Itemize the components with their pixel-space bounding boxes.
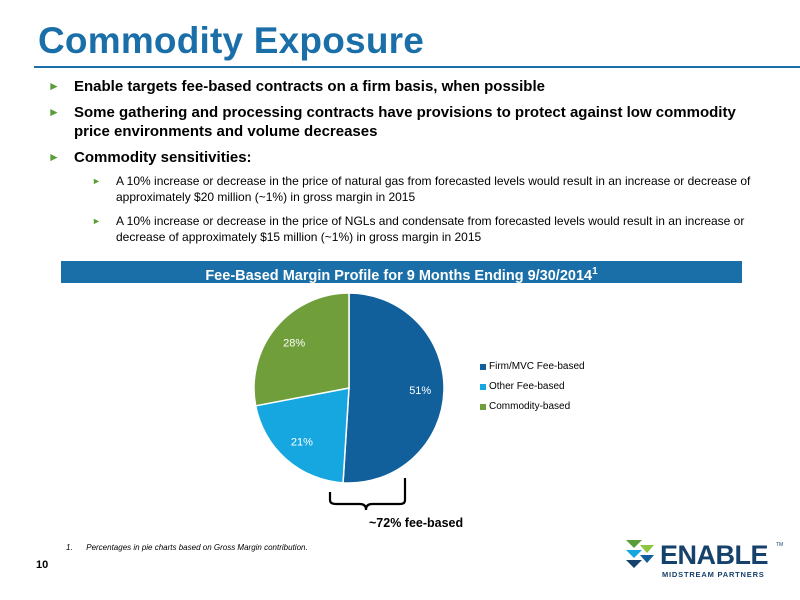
footnote: 1. Percentages in pie charts based on Gr… [66,543,308,552]
legend-item: Other Fee-based [480,380,585,400]
legend-label: Firm/MVC Fee-based [489,361,585,372]
legend-swatch [480,364,486,370]
trademark: TM [776,542,784,548]
bullet-item: ► Some gathering and processing contract… [40,103,760,141]
pie-data-label: 21% [291,436,313,448]
enable-logo-icon [626,540,654,568]
footnote-text: Percentages in pie charts based on Gross… [86,543,308,552]
pie-slice [254,387,350,484]
footnote-marker: 1 [592,266,598,277]
footnote-number: 1. [66,543,73,552]
chart-title: Fee-Based Margin Profile for 9 Months En… [205,267,593,284]
enable-logo: ENABLE TM MIDSTREAM PARTNERS [622,536,784,586]
bullet-item: ► Enable targets fee-based contracts on … [40,77,760,96]
bullet-text: Commodity sensitivities: [74,149,252,166]
logo-wordmark: ENABLE [660,540,769,570]
chart-title-banner: Fee-Based Margin Profile for 9 Months En… [61,261,742,284]
page-title: Commodity Exposure [38,20,424,61]
pie-labels: 51% 21% 28% [283,338,431,449]
bullet-text: Some gathering and processing contracts … [74,104,736,140]
pie-slice [253,292,350,407]
pie-slices [253,292,445,484]
fee-based-brace [328,478,407,511]
triangle-bullet-icon: ► [92,176,101,186]
triangle-bullet-icon: ► [48,105,60,119]
pie-data-label: 28% [283,338,305,350]
legend-label: Other Fee-based [489,381,565,392]
legend-swatch [480,384,486,390]
bullet-text: Enable targets fee-based contracts on a … [74,78,545,95]
fee-based-annotation: ~72% fee-based [369,516,464,530]
bullet-list: ► Enable targets fee-based contracts on … [40,77,760,253]
page-number: 10 [36,559,49,571]
sub-bullet-item: ► A 10% increase or decrease in the pric… [40,213,766,245]
sub-bullet-item: ► A 10% increase or decrease in the pric… [40,173,766,205]
chart-legend: Firm/MVC Fee-based Other Fee-based Commo… [480,360,585,420]
pie-slice [342,292,445,484]
triangle-bullet-icon: ► [92,216,101,226]
legend-item: Commodity-based [480,400,585,420]
legend-label: Commodity-based [489,401,571,412]
sub-bullet-text: A 10% increase or decrease in the price … [116,214,745,244]
triangle-bullet-icon: ► [48,150,60,164]
pie-data-label: 51% [409,385,431,397]
logo-subtitle: MIDSTREAM PARTNERS [662,570,765,579]
legend-item: Firm/MVC Fee-based [480,360,585,380]
bullet-item: ► Commodity sensitivities: [40,148,760,167]
legend-swatch [480,404,486,410]
triangle-bullet-icon: ► [48,79,60,93]
sub-bullet-text: A 10% increase or decrease in the price … [116,174,751,204]
title-divider [34,66,800,68]
